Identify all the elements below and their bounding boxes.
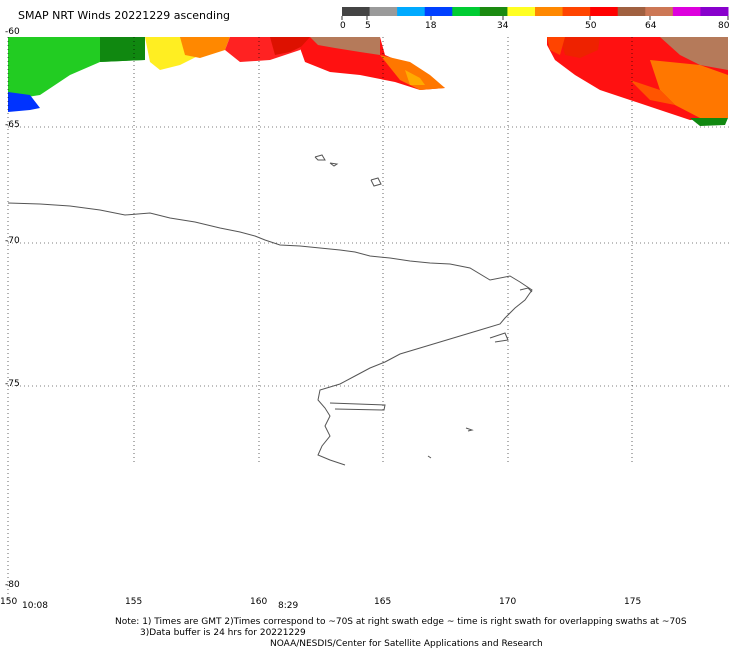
colorbar-swatch [369, 7, 398, 16]
colorbar-swatch [672, 7, 701, 16]
wind-swath-left [8, 37, 445, 112]
map-title: SMAP NRT Winds 20221229 ascending [18, 9, 231, 22]
lat-label: -60 [5, 27, 20, 37]
swath-time: 8:29 [278, 601, 299, 611]
colorbar [341, 7, 729, 20]
note-line-1: Note: 1) Times are GMT 2)Times correspon… [115, 617, 687, 627]
colorbar-swatch [424, 7, 453, 16]
colorbar-swatch [479, 7, 508, 16]
colorbar-swatch [590, 7, 619, 16]
colorbar-label: 0 [340, 21, 346, 31]
colorbar-label: 50 [585, 21, 597, 31]
note-line-3: NOAA/NESDIS/Center for Satellite Applica… [270, 639, 543, 649]
colorbar-swatch [397, 7, 426, 16]
lat-label: -65 [5, 120, 20, 130]
lat-label: -75 [5, 379, 20, 389]
colorbar-swatch [535, 7, 564, 16]
lon-label: 155 [125, 597, 143, 607]
lon-label: 160 [250, 597, 268, 607]
lon-label: 165 [374, 597, 392, 607]
colorbar-swatch [342, 7, 371, 16]
colorbar-label: 80 [718, 21, 730, 31]
colorbar-swatch [562, 7, 591, 16]
colorbar-label: 5 [365, 21, 371, 31]
colorbar-swatch [452, 7, 481, 16]
lon-label: 175 [624, 597, 642, 607]
lon-label: 170 [499, 597, 517, 607]
note-line-2: 3)Data buffer is 24 hrs for 20221229 [140, 628, 306, 638]
colorbar-swatch [645, 7, 674, 16]
coastline [7, 154, 533, 466]
gridlines [7, 37, 732, 600]
colorbar-label: 18 [425, 21, 437, 31]
colorbar-swatch [700, 7, 729, 16]
colorbar-swatch [617, 7, 646, 16]
wind-swath-right [547, 37, 728, 126]
colorbar-label: 34 [497, 21, 509, 31]
swath-time: 10:08 [22, 601, 48, 611]
lon-label: 150 [0, 597, 18, 607]
lat-label: -70 [5, 236, 20, 246]
colorbar-swatch [507, 7, 536, 16]
colorbar-label: 64 [645, 21, 657, 31]
lat-label: -80 [5, 580, 20, 590]
